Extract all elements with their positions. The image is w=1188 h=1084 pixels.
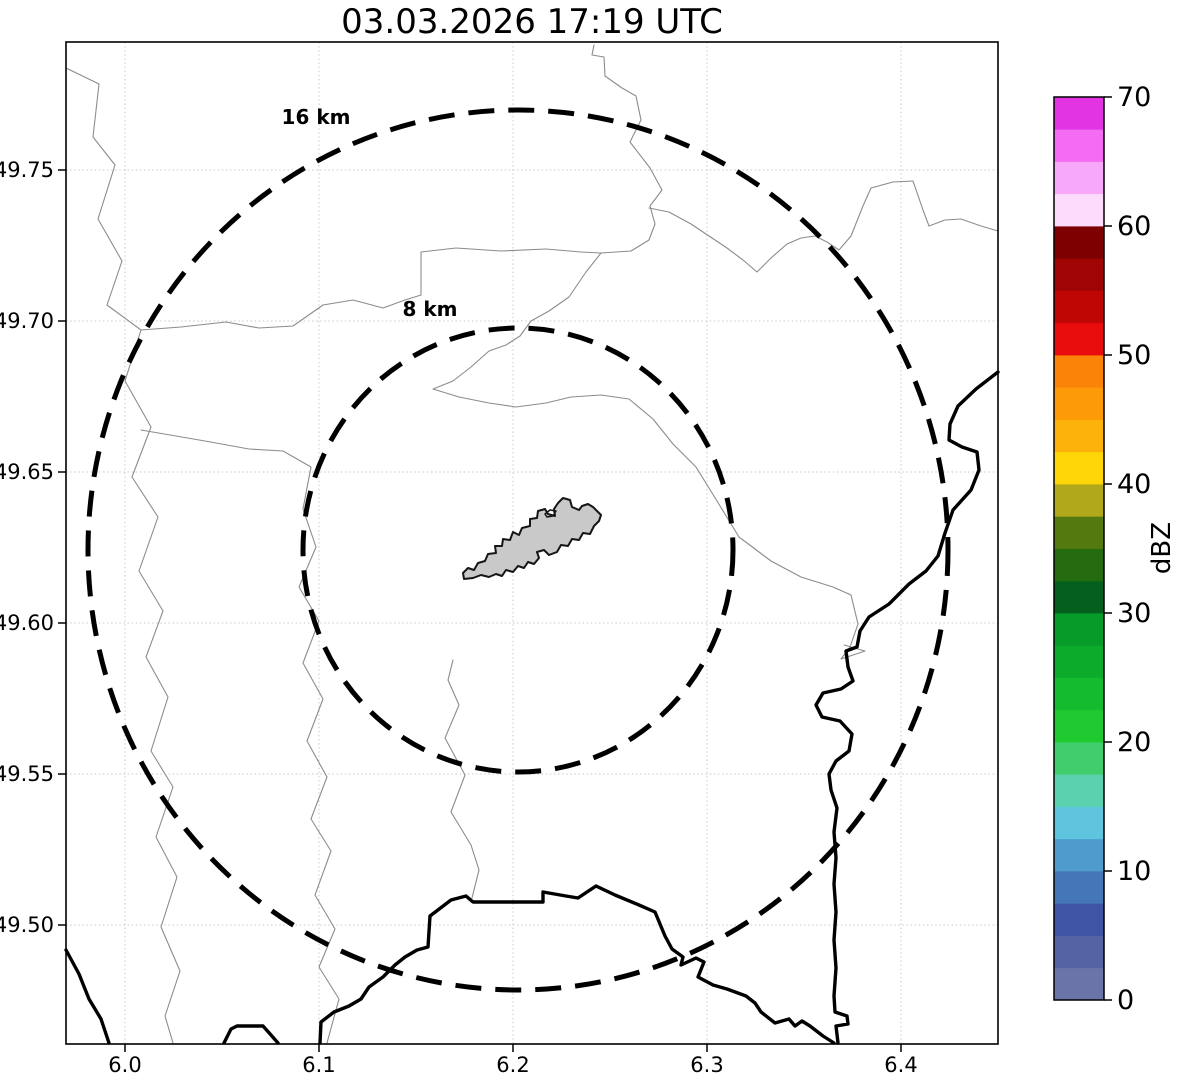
colorbar-tick-label: 0 bbox=[1117, 985, 1134, 1016]
colorbar-tick-label: 50 bbox=[1117, 340, 1151, 371]
colorbar-segment-42.5-45-dbz bbox=[1054, 419, 1104, 453]
x-tick-label: 6.3 bbox=[690, 1053, 723, 1077]
colorbar-segment-50-52.5-dbz bbox=[1054, 322, 1104, 356]
colorbar-segment-52.5-55-dbz bbox=[1054, 290, 1104, 324]
plot-title: 03.03.2026 17:19 UTC bbox=[341, 2, 723, 42]
colorbar-tick-label: 60 bbox=[1117, 211, 1151, 242]
colorbar-unit-label: dBZ bbox=[1147, 522, 1177, 574]
admin-boundary-line bbox=[65, 67, 181, 1044]
range-ring-8km bbox=[300, 325, 736, 775]
colorbar-axis: 70 60 50 40 30 20 10 0 bbox=[1104, 82, 1151, 1016]
colorbar-segment-10-12.5-dbz bbox=[1054, 838, 1104, 872]
colorbar-segment-45-47.5-dbz bbox=[1054, 387, 1104, 420]
y-tick-label: 49.50 bbox=[0, 913, 54, 937]
colorbar-segment-15-17.5-dbz bbox=[1054, 774, 1104, 807]
country-border-southwest bbox=[64, 948, 111, 1045]
airport-outline bbox=[462, 497, 602, 580]
colorbar-segment-22.5-25-dbz bbox=[1054, 677, 1104, 711]
colorbar-segment-55-57.5-dbz bbox=[1054, 258, 1104, 291]
y-tick-label: 49.65 bbox=[0, 460, 54, 484]
admin-boundaries bbox=[65, 44, 999, 1044]
x-tick-label: 6.4 bbox=[884, 1053, 917, 1077]
admin-boundary-line bbox=[648, 180, 999, 273]
colorbar-segment-32.5-35-dbz bbox=[1054, 548, 1104, 582]
airport-outline-detail bbox=[544, 509, 557, 518]
colorbar-segments bbox=[1054, 97, 1104, 1001]
country-border-south bbox=[318, 884, 836, 1045]
colorbar-segment-17.5-20-dbz bbox=[1054, 742, 1104, 775]
colorbar-segment-60-62.5-dbz bbox=[1054, 193, 1104, 227]
colorbar-segment-37.5-40-dbz bbox=[1054, 484, 1104, 517]
colorbar-segment-27.5-30-dbz bbox=[1054, 613, 1104, 646]
colorbar-tick-label: 20 bbox=[1117, 727, 1151, 758]
y-tick-label: 49.60 bbox=[0, 611, 54, 635]
country-border-east bbox=[814, 370, 1000, 1045]
y-axis: 49.75 49.70 49.65 49.60 49.55 49.50 bbox=[0, 158, 66, 937]
colorbar-segment-20-22.5-dbz bbox=[1054, 709, 1104, 743]
colorbar-segment-7.5-10-dbz bbox=[1054, 871, 1104, 904]
colorbar-segment-35-37.5-dbz bbox=[1054, 516, 1104, 549]
colorbar-segment-65-67.5-dbz bbox=[1054, 129, 1104, 162]
colorbar-tick-label: 70 bbox=[1117, 82, 1151, 113]
colorbar-segment-40-42.5-dbz bbox=[1054, 451, 1104, 485]
map-frame bbox=[65, 41, 999, 1045]
colorbar-segment-2.5-5-dbz bbox=[1054, 935, 1104, 969]
colorbar-segment-5-7.5-dbz bbox=[1054, 903, 1104, 936]
y-tick-label: 49.70 bbox=[0, 309, 54, 333]
admin-boundary-line bbox=[432, 44, 866, 660]
admin-boundary-line bbox=[444, 659, 480, 899]
y-tick-label: 49.55 bbox=[0, 762, 54, 786]
colorbar-segment-25-27.5-dbz bbox=[1054, 645, 1104, 678]
colorbar-tick-label: 30 bbox=[1117, 598, 1151, 629]
colorbar-outline bbox=[1053, 96, 1105, 1001]
colorbar-segment-62.5-65-dbz bbox=[1054, 161, 1104, 195]
colorbar-segment-47.5-50-dbz bbox=[1054, 355, 1104, 388]
x-tick-label: 6.2 bbox=[496, 1053, 529, 1077]
x-tick-label: 6.1 bbox=[302, 1053, 335, 1077]
colorbar-tick-label: 10 bbox=[1117, 856, 1151, 887]
colorbar-tick-label: 40 bbox=[1117, 469, 1151, 500]
admin-boundary-line bbox=[140, 429, 340, 1044]
x-tick-label: 6.0 bbox=[108, 1053, 141, 1077]
colorbar-segment-12.5-15-dbz bbox=[1054, 806, 1104, 840]
colorbar-segment-67.5-70-dbz bbox=[1054, 97, 1104, 130]
country-border-bump bbox=[222, 1024, 280, 1045]
y-tick-label: 49.75 bbox=[0, 158, 54, 182]
colorbar-segment-57.5-60-dbz bbox=[1054, 226, 1104, 259]
colorbar-segment-30-32.5-dbz bbox=[1054, 580, 1104, 614]
country-borders bbox=[64, 370, 1000, 1045]
range-ring-16km-label: 16 km bbox=[282, 105, 351, 129]
admin-boundary-line bbox=[140, 247, 602, 331]
range-ring-16km bbox=[85, 107, 951, 993]
range-ring-8km-label: 8 km bbox=[402, 297, 457, 321]
colorbar-segment-0-2.5-dbz bbox=[1054, 967, 1104, 1001]
x-axis: 6.0 6.1 6.2 6.3 6.4 bbox=[108, 1044, 918, 1077]
